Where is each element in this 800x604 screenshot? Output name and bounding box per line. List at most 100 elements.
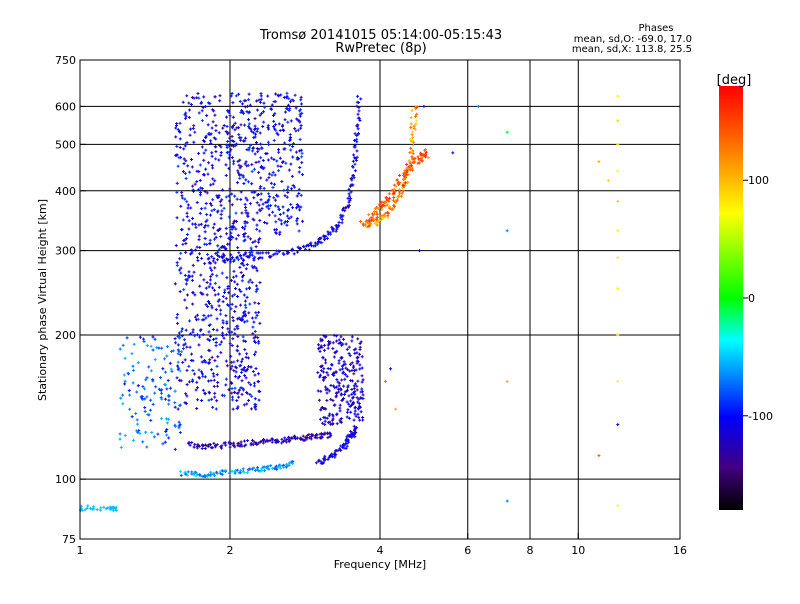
trace-point bbox=[212, 442, 215, 445]
spread-point bbox=[186, 233, 189, 236]
spread-point bbox=[183, 162, 186, 165]
spread-point bbox=[186, 293, 189, 296]
spread-point bbox=[206, 281, 209, 284]
spread-point bbox=[255, 141, 258, 144]
spread-point bbox=[176, 216, 179, 219]
spread-point bbox=[257, 171, 260, 174]
trace-point bbox=[353, 163, 356, 166]
spread-point bbox=[176, 322, 179, 325]
spread-point bbox=[196, 259, 199, 262]
spread-point bbox=[185, 282, 188, 285]
trace-point bbox=[259, 251, 262, 254]
trace-point bbox=[246, 439, 249, 442]
trace-point bbox=[315, 461, 318, 464]
spread-point bbox=[199, 179, 202, 182]
spread-point bbox=[225, 174, 228, 177]
spread-point bbox=[200, 399, 203, 402]
spread-point bbox=[193, 131, 196, 134]
spread-point bbox=[182, 218, 185, 221]
spread-point bbox=[230, 392, 233, 395]
spread-point bbox=[235, 94, 238, 97]
spread-point bbox=[191, 303, 194, 306]
spread-point bbox=[182, 147, 185, 150]
spread-point bbox=[241, 393, 244, 396]
spread-point bbox=[254, 397, 257, 400]
spread-point bbox=[253, 301, 256, 304]
spread-point bbox=[251, 170, 254, 173]
spread-point bbox=[221, 272, 224, 275]
spread-point bbox=[239, 198, 242, 201]
spread-point bbox=[234, 228, 237, 231]
spread-point bbox=[244, 225, 247, 228]
spread-point bbox=[213, 359, 216, 362]
spread-point bbox=[235, 399, 238, 402]
spread-point bbox=[211, 306, 214, 309]
spread-point bbox=[251, 317, 254, 320]
spread-point bbox=[254, 125, 257, 128]
spread-point bbox=[236, 283, 239, 286]
trace-point bbox=[405, 163, 408, 166]
spread-point bbox=[206, 305, 209, 308]
spread-point bbox=[234, 212, 237, 215]
spread-point bbox=[215, 236, 218, 239]
spread-point bbox=[246, 263, 249, 266]
spread-point bbox=[183, 298, 186, 301]
trace-point bbox=[187, 470, 190, 473]
spread-point bbox=[191, 359, 194, 362]
spread-point bbox=[210, 151, 213, 154]
trace-point bbox=[193, 443, 196, 446]
trace-point bbox=[180, 474, 183, 477]
spread-point bbox=[219, 94, 222, 97]
spread-point bbox=[251, 281, 254, 284]
spread-point bbox=[195, 180, 198, 183]
spread-point bbox=[234, 287, 237, 290]
trace-point bbox=[293, 252, 296, 255]
spread-point bbox=[186, 212, 189, 215]
spread-point bbox=[245, 287, 248, 290]
spread-point bbox=[190, 103, 193, 106]
spread-point bbox=[225, 195, 228, 198]
spread-point bbox=[196, 314, 199, 317]
spread-point bbox=[197, 318, 200, 321]
spread-point bbox=[233, 280, 236, 283]
spread-point bbox=[207, 380, 210, 383]
spread-point bbox=[205, 202, 208, 205]
spread-point bbox=[186, 369, 189, 372]
spread-point bbox=[250, 182, 253, 185]
spread-point bbox=[238, 352, 241, 355]
spread-point bbox=[256, 108, 259, 111]
spread-point bbox=[225, 360, 228, 363]
spread-point bbox=[183, 157, 186, 160]
spread-point bbox=[213, 392, 216, 395]
trace-point bbox=[367, 213, 370, 216]
spread-point bbox=[236, 246, 239, 249]
spread-point bbox=[178, 257, 181, 260]
spread-point bbox=[256, 201, 259, 204]
spread-point bbox=[229, 342, 232, 345]
spread-point bbox=[249, 202, 252, 205]
spread-point bbox=[207, 399, 210, 402]
spread-point bbox=[213, 238, 216, 241]
spread-point bbox=[256, 211, 259, 214]
spread-point bbox=[218, 304, 221, 307]
spread-point bbox=[205, 114, 208, 117]
spread-point bbox=[216, 355, 219, 358]
spread-point bbox=[216, 329, 219, 332]
spread-point bbox=[182, 288, 185, 291]
spread-point bbox=[200, 207, 203, 210]
spread-point bbox=[240, 360, 243, 363]
spread-point bbox=[231, 398, 234, 401]
trace-point bbox=[216, 258, 219, 261]
spread-point bbox=[232, 270, 235, 273]
spread-point bbox=[195, 407, 198, 410]
spread-point bbox=[257, 160, 260, 163]
trace-point bbox=[193, 446, 196, 449]
spread-point bbox=[243, 294, 246, 297]
spread-point bbox=[232, 116, 235, 119]
trace-point bbox=[229, 446, 232, 449]
spread-point bbox=[203, 262, 206, 265]
spread-point bbox=[213, 179, 216, 182]
spread-point bbox=[202, 389, 205, 392]
spread-point bbox=[247, 311, 250, 314]
spread-point bbox=[213, 223, 216, 226]
